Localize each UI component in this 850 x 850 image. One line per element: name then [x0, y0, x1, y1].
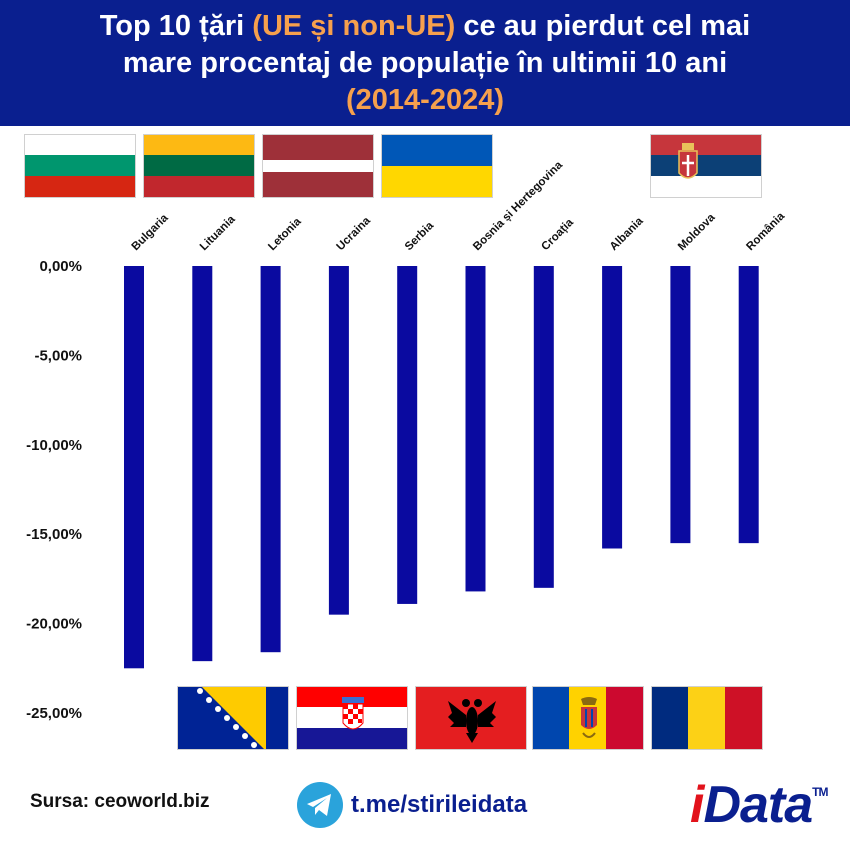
category-label: Albania: [608, 215, 646, 253]
serbia-coat-of-arms-icon: [677, 143, 699, 189]
bosnia-flag-icon: [177, 686, 289, 750]
idata-logo: iDataTM: [690, 776, 829, 834]
croatia-coat-of-arms-icon: [341, 697, 365, 737]
category-label: Moldova: [676, 211, 718, 253]
telegram-handle[interactable]: t.me/stirileidata: [351, 791, 528, 818]
bulgaria-flag-icon: [24, 134, 136, 198]
title-line-2: mare procentaj de populație în ultimii 1…: [122, 46, 728, 79]
y-tick-label: -15,00%: [26, 526, 82, 543]
category-label: Lituania: [198, 213, 238, 253]
moldova-coat-of-arms-icon: [577, 697, 601, 741]
title-line-3: (2014-2024): [346, 83, 504, 116]
bar-1: [192, 266, 213, 662]
bar-2: [260, 266, 281, 653]
title-part-1: Top 10 țări: [99, 9, 253, 42]
telegram-link[interactable]: t.me/stirileidata: [297, 782, 527, 828]
category-label: Serbia: [403, 219, 437, 253]
y-tick-label: -5,00%: [34, 347, 82, 364]
title-banner: Top 10 țări (UE și non-UE) ce au pierdut…: [0, 0, 850, 126]
lithuania-flag-icon: [143, 134, 255, 198]
bars: [124, 266, 759, 669]
albania-eagle-icon: [446, 693, 498, 745]
category-label: Letonia: [266, 215, 304, 253]
croatia-flag-icon: [296, 686, 408, 750]
title-line-1: Top 10 țări (UE și non-UE) ce au pierdut…: [100, 8, 751, 45]
category-label: Croația: [539, 216, 576, 253]
title-part-2: ce au pierdut cel mai: [455, 9, 751, 42]
x-axis-labels: Bulgaria Lituania Letonia Ucraina Serbia Bosn…: [130, 159, 788, 253]
moldova-flag-icon: [532, 686, 644, 750]
category-label: Ucraina: [335, 214, 374, 253]
bar-8: [670, 266, 691, 544]
y-tick-label: -25,00%: [26, 705, 82, 722]
bar-4: [397, 266, 418, 604]
y-tick-label: -10,00%: [26, 437, 82, 454]
bar-3: [328, 266, 349, 615]
latvia-flag-icon: [262, 134, 374, 198]
source-label: Sursa: ceoworld.biz: [30, 791, 210, 812]
title-highlight: (UE și non-UE): [252, 9, 456, 42]
albania-flag-icon: [415, 686, 527, 750]
ukraine-flag-icon: [381, 134, 493, 198]
y-tick-label: 0,00%: [39, 258, 82, 275]
y-tick-label: -20,00%: [26, 616, 82, 633]
category-label: Bulgaria: [130, 212, 171, 253]
romania-flag-icon: [651, 686, 763, 750]
y-axis: 0,00% -5,00% -10,00% -15,00% -20,00% -25,00%: [26, 258, 82, 722]
bar-7: [602, 266, 623, 549]
telegram-icon: [297, 782, 343, 828]
bar-5: [465, 266, 486, 592]
category-label: România: [744, 210, 787, 253]
serbia-flag-icon: [650, 134, 762, 198]
bar-6: [533, 266, 554, 588]
bar-0: [124, 266, 144, 669]
bar-9: [738, 266, 759, 544]
